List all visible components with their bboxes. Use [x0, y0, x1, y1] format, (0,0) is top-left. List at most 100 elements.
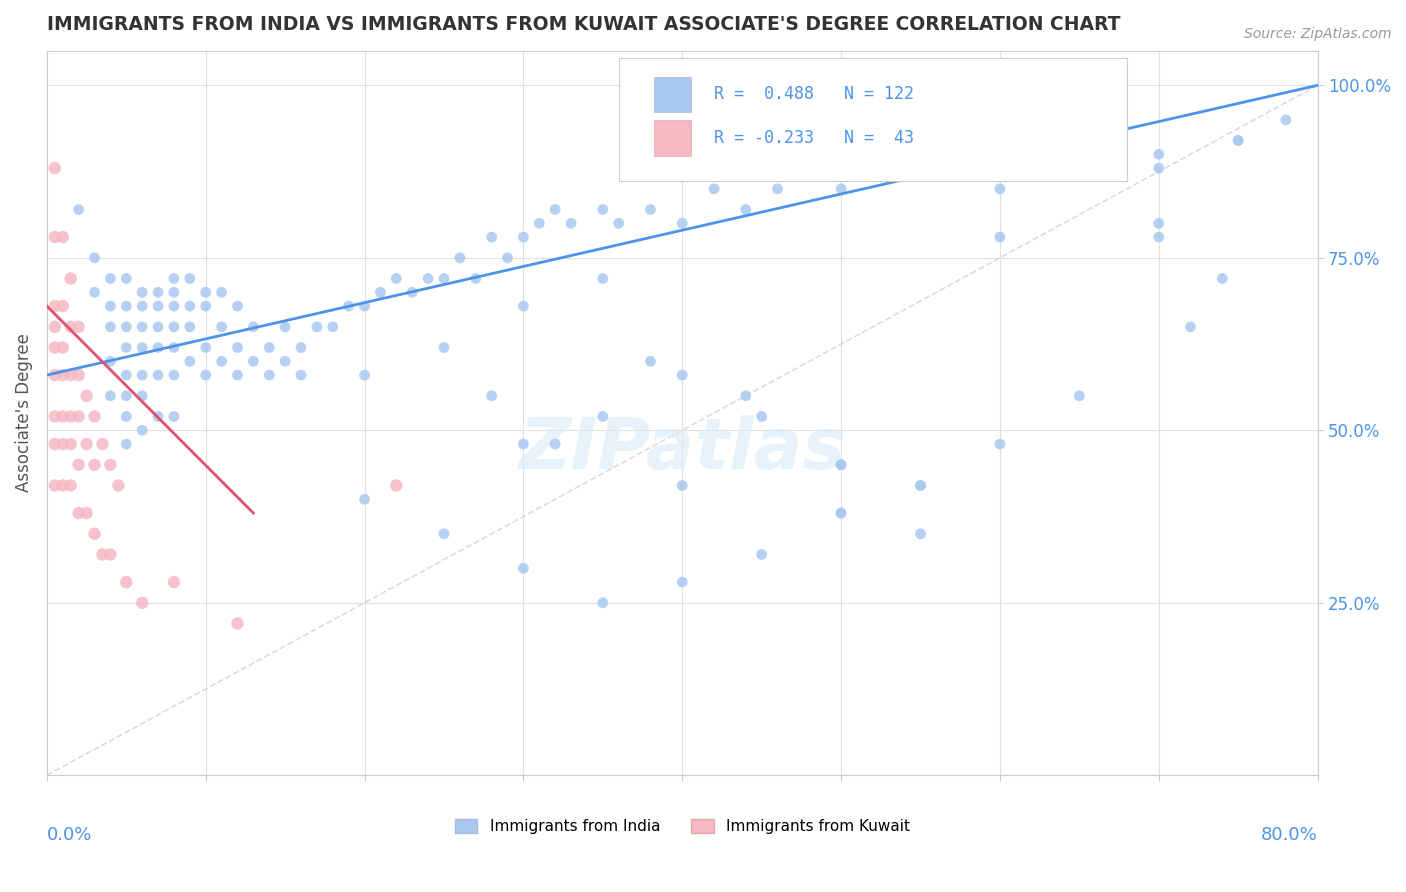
Point: [734, 389, 756, 403]
Point: [163, 368, 186, 383]
Point: [353, 299, 375, 313]
Point: [146, 319, 169, 334]
Point: [512, 230, 534, 244]
Point: [830, 506, 852, 520]
Point: [67, 368, 90, 383]
Point: [163, 299, 186, 313]
Point: [433, 271, 456, 285]
Point: [163, 341, 186, 355]
Point: [242, 354, 264, 368]
Point: [592, 409, 614, 424]
Point: [274, 319, 297, 334]
Point: [1069, 389, 1091, 403]
Point: [179, 319, 201, 334]
Point: [179, 299, 201, 313]
Point: [44, 319, 66, 334]
Point: [100, 389, 122, 403]
Point: [76, 437, 98, 451]
Point: [385, 478, 408, 492]
Point: [52, 478, 75, 492]
Point: [194, 285, 217, 300]
Point: [100, 354, 122, 368]
Point: [44, 437, 66, 451]
Point: [59, 368, 82, 383]
Point: [131, 596, 153, 610]
Point: [385, 271, 408, 285]
Point: [544, 202, 567, 217]
Point: [481, 230, 503, 244]
Point: [163, 271, 186, 285]
Point: [211, 285, 233, 300]
Point: [131, 368, 153, 383]
Point: [242, 319, 264, 334]
Point: [59, 271, 82, 285]
Point: [59, 437, 82, 451]
Text: IMMIGRANTS FROM INDIA VS IMMIGRANTS FROM KUWAIT ASSOCIATE'S DEGREE CORRELATION C: IMMIGRANTS FROM INDIA VS IMMIGRANTS FROM…: [46, 15, 1121, 34]
Point: [910, 478, 932, 492]
Point: [226, 299, 249, 313]
Point: [163, 285, 186, 300]
Point: [131, 389, 153, 403]
Point: [1227, 134, 1250, 148]
Point: [146, 368, 169, 383]
Point: [115, 271, 138, 285]
Point: [83, 526, 105, 541]
Point: [226, 616, 249, 631]
Point: [59, 478, 82, 492]
Point: [100, 271, 122, 285]
Point: [131, 299, 153, 313]
Y-axis label: Associate's Degree: Associate's Degree: [15, 334, 32, 492]
Point: [671, 368, 693, 383]
Point: [107, 478, 129, 492]
Point: [353, 492, 375, 507]
Point: [988, 161, 1011, 175]
Point: [52, 299, 75, 313]
Point: [830, 506, 852, 520]
FancyBboxPatch shape: [619, 58, 1128, 181]
Point: [100, 458, 122, 472]
Point: [370, 285, 392, 300]
Legend: Immigrants from India, Immigrants from Kuwait: Immigrants from India, Immigrants from K…: [449, 813, 917, 840]
Point: [115, 299, 138, 313]
Point: [76, 506, 98, 520]
Text: ZIPatlas: ZIPatlas: [519, 415, 846, 483]
Point: [449, 251, 471, 265]
Point: [337, 299, 360, 313]
Point: [52, 341, 75, 355]
Point: [1180, 319, 1202, 334]
Point: [322, 319, 344, 334]
Point: [560, 216, 582, 230]
Point: [163, 409, 186, 424]
Point: [115, 341, 138, 355]
Point: [67, 202, 90, 217]
Text: 0.0%: 0.0%: [46, 826, 93, 844]
Point: [115, 575, 138, 590]
Point: [1147, 216, 1170, 230]
Point: [640, 354, 662, 368]
Point: [259, 341, 281, 355]
Point: [83, 409, 105, 424]
Point: [988, 92, 1011, 106]
Point: [830, 182, 852, 196]
Point: [1069, 147, 1091, 161]
Point: [44, 409, 66, 424]
Text: R = -0.233   N =  43: R = -0.233 N = 43: [714, 128, 914, 147]
FancyBboxPatch shape: [654, 120, 692, 155]
Point: [146, 409, 169, 424]
Point: [179, 354, 201, 368]
Point: [44, 299, 66, 313]
Point: [512, 437, 534, 451]
Point: [671, 216, 693, 230]
Point: [305, 319, 328, 334]
Point: [433, 526, 456, 541]
Point: [592, 271, 614, 285]
Point: [163, 319, 186, 334]
Point: [76, 389, 98, 403]
Point: [100, 319, 122, 334]
Point: [830, 458, 852, 472]
Point: [67, 506, 90, 520]
Point: [131, 285, 153, 300]
Point: [194, 299, 217, 313]
Point: [592, 202, 614, 217]
Point: [353, 368, 375, 383]
